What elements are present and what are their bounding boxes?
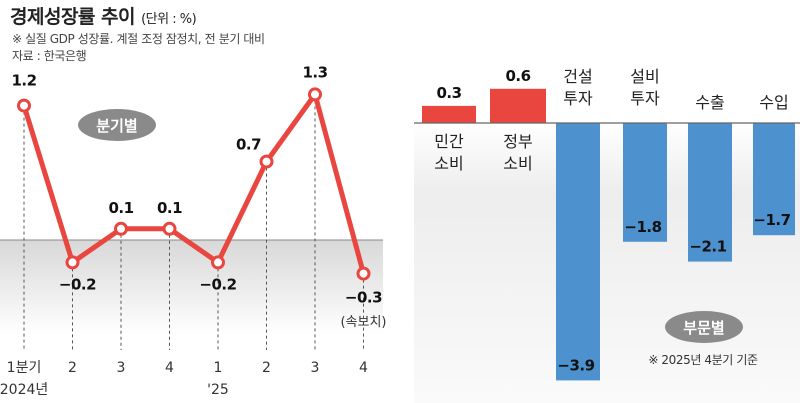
data-label: −0.2 bbox=[59, 275, 96, 293]
chart-title: 경제성장률 추이 (단위 : %) bbox=[10, 6, 197, 28]
data-label: 0.1 bbox=[157, 199, 182, 217]
data-point bbox=[211, 255, 225, 270]
data-point bbox=[65, 255, 80, 270]
footnote: ※ 2025년 4분기 기준 bbox=[648, 353, 758, 367]
x-tick-label: 1분기 bbox=[7, 360, 42, 376]
x-tick-label: 3 bbox=[117, 360, 126, 376]
x-tick-label: 1 bbox=[214, 360, 223, 376]
bar bbox=[753, 123, 795, 236]
data-point bbox=[162, 221, 177, 236]
x-tick-label: 4 bbox=[165, 360, 174, 376]
data-label: 0.1 bbox=[108, 199, 133, 217]
badge-label: 분기별 bbox=[96, 117, 137, 135]
data-label: 1.3 bbox=[302, 63, 327, 81]
data-label: −2.1 bbox=[689, 238, 726, 256]
badge-shape bbox=[78, 109, 156, 141]
data-point bbox=[259, 154, 274, 169]
bar bbox=[688, 123, 732, 262]
x-tick-label: 2 bbox=[262, 360, 271, 376]
badge-label: 부문별 bbox=[683, 319, 724, 337]
x-tick-label: 2 bbox=[68, 360, 77, 376]
x-tick-label: 3 bbox=[311, 360, 320, 376]
data-point bbox=[308, 87, 322, 102]
data-label: 0.3 bbox=[436, 84, 461, 102]
data-label: 1.2 bbox=[11, 72, 36, 90]
x-tick-label: 설비 투자 bbox=[630, 67, 660, 108]
data-label: −1.7 bbox=[753, 211, 790, 229]
line-chart: 1.2 −0.2 0.1 0.1 −0.2 0.7 1.3 −0.3 (속보치) 1분기 2 3 4 1 2… bbox=[0, 63, 387, 398]
x-tick-label: 정부 소비 bbox=[503, 132, 532, 173]
badge-shape bbox=[665, 311, 743, 343]
series-line bbox=[21, 91, 366, 275]
chart-note: ※ 실질 GDP 성장률. 계절 조정 잠정치, 전 분기 대비 bbox=[12, 32, 265, 46]
bar bbox=[490, 88, 546, 123]
negative-region bbox=[0, 240, 383, 335]
x-tick-label: 수입 bbox=[759, 93, 788, 112]
source-note: 자료 : 한국은행 bbox=[12, 49, 87, 63]
x-tick-label: 4 bbox=[359, 360, 368, 376]
x-tick-label: 민간 소비 bbox=[434, 132, 464, 173]
data-point bbox=[356, 266, 371, 281]
panel-background bbox=[414, 123, 800, 403]
x-tick-label: 건설 투자 bbox=[563, 67, 593, 108]
data-point bbox=[114, 221, 128, 236]
data-label: 0.6 bbox=[505, 67, 530, 85]
bar bbox=[623, 123, 667, 242]
data-label: 0.7 bbox=[236, 136, 261, 154]
x-tick-label: 수출 bbox=[695, 93, 724, 112]
data-label: −0.2 bbox=[199, 275, 236, 293]
data-label: −3.9 bbox=[557, 356, 594, 374]
unit-label: (단위 : %) bbox=[141, 12, 197, 27]
year-label: 2024년 bbox=[0, 382, 48, 398]
bar bbox=[556, 123, 600, 381]
data-point bbox=[17, 98, 31, 113]
data-label: −1.8 bbox=[624, 218, 661, 236]
bar bbox=[422, 105, 476, 123]
data-label: −0.3 bbox=[345, 289, 382, 307]
annotation-label: (속보치) bbox=[340, 315, 386, 330]
year-label: '25 bbox=[207, 382, 229, 398]
